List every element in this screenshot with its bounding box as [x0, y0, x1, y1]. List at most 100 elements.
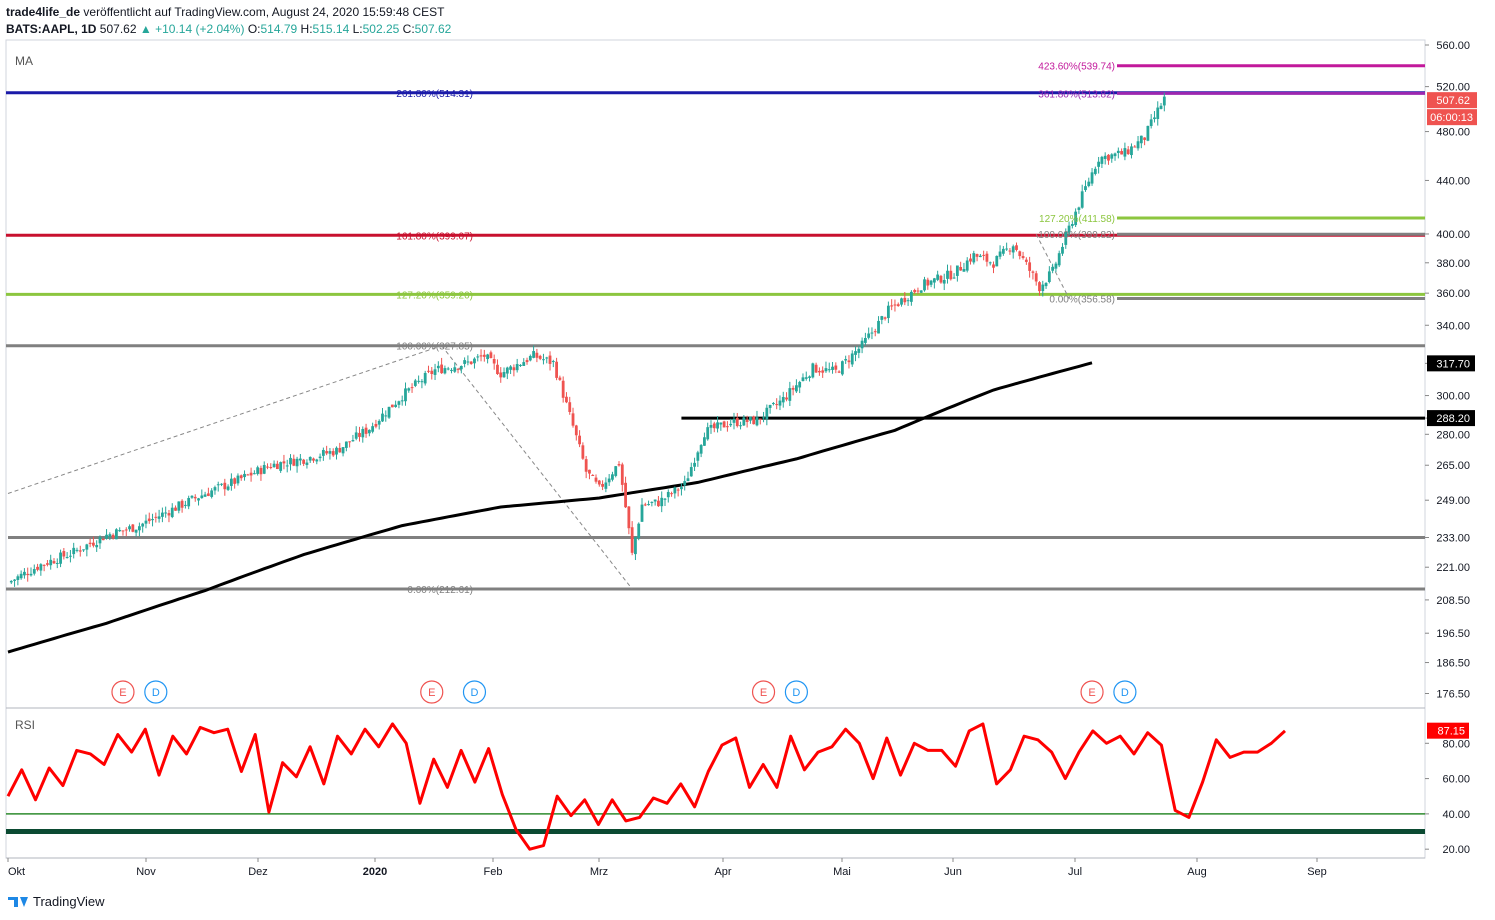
candle	[371, 422, 375, 434]
candle-body	[565, 396, 568, 403]
candle	[1139, 135, 1143, 149]
candle	[594, 474, 598, 484]
candle	[13, 579, 16, 587]
candle	[348, 441, 352, 448]
event-marker: D	[1113, 680, 1137, 704]
rsi-indicator-label[interactable]: RSI	[15, 718, 35, 732]
candle-body	[358, 432, 361, 437]
candle-body	[226, 486, 230, 490]
candle-body	[844, 359, 848, 361]
candle	[712, 421, 716, 433]
tradingview-logo[interactable]: TradingView	[8, 894, 105, 909]
candle-body	[581, 445, 585, 459]
candle-body	[52, 561, 56, 564]
candle-body	[1153, 117, 1156, 120]
candle	[1024, 257, 1028, 265]
candle	[108, 532, 112, 541]
time-tick-label: Apr	[714, 866, 731, 878]
candle	[203, 491, 207, 497]
candle	[381, 407, 384, 423]
candle	[995, 255, 999, 267]
candle	[538, 354, 542, 361]
candle-body	[482, 354, 486, 357]
price-tick-label: 280.00	[1436, 429, 1470, 441]
candle-body	[903, 297, 907, 303]
event-circle	[144, 680, 168, 704]
candle	[890, 299, 894, 311]
candle	[59, 549, 62, 568]
candle	[351, 434, 355, 442]
candle	[624, 476, 627, 509]
candle-body	[680, 487, 683, 490]
candle	[597, 479, 601, 487]
candle-body	[1038, 282, 1041, 292]
candle	[903, 292, 907, 306]
candle	[614, 465, 618, 478]
candle-body	[430, 370, 434, 375]
candle	[492, 354, 496, 370]
candle-body	[857, 348, 861, 353]
candle	[390, 404, 394, 408]
candle-body	[121, 530, 125, 532]
candle-body	[407, 388, 411, 391]
candle	[413, 378, 417, 388]
candle-body	[571, 413, 575, 426]
candle-body	[1008, 250, 1012, 252]
candle-body	[1087, 181, 1091, 187]
candle-body	[206, 493, 210, 496]
candle	[870, 327, 874, 340]
candle	[660, 491, 664, 513]
candle-body	[607, 478, 611, 483]
candle-body	[778, 400, 782, 406]
candle	[689, 462, 693, 477]
candle-body	[775, 404, 779, 406]
candle	[377, 419, 381, 430]
ma-indicator-label[interactable]: MA	[15, 54, 33, 68]
candle	[555, 357, 558, 381]
candle-body	[995, 255, 999, 267]
candle-body	[65, 557, 69, 559]
candle-body	[36, 566, 39, 570]
candle	[111, 533, 115, 540]
candle	[762, 411, 765, 423]
candle-body	[666, 491, 670, 498]
candle	[410, 383, 414, 393]
candle	[1051, 263, 1055, 274]
candle	[985, 251, 989, 267]
header-line-2: BATS:AAPL, 1D 507.62 ▲ +10.14 (+2.04%) O…	[6, 22, 451, 36]
candle	[193, 494, 197, 502]
candle	[82, 549, 85, 552]
candle-body	[726, 426, 729, 428]
candle	[1159, 102, 1163, 110]
candle-body	[476, 356, 480, 358]
candle-body	[1018, 251, 1022, 257]
candle	[147, 512, 151, 524]
candle	[328, 447, 332, 460]
symbol[interactable]: BATS:AAPL, 1D	[6, 22, 97, 36]
time-tick-label: Okt	[8, 866, 25, 878]
candle	[1126, 146, 1130, 155]
candle-body	[95, 544, 99, 548]
candle-body	[1054, 263, 1058, 269]
fib-level-label: 261.80%(514.31)	[396, 89, 473, 100]
candle-body	[719, 422, 723, 425]
candle-body	[318, 456, 322, 459]
candle	[88, 538, 92, 548]
candle-body	[614, 466, 618, 476]
candle-body	[640, 504, 644, 522]
candle-body	[259, 467, 263, 475]
time-axis: Okt Nov Dez 2020 Feb Mrz Apr Mai Jun Jul Aug Sep	[7, 858, 1327, 878]
candle-body	[433, 369, 437, 375]
candle	[978, 253, 982, 258]
candle-body	[597, 480, 601, 485]
candle-body	[591, 475, 595, 477]
candle-body	[831, 366, 834, 370]
rsi-last-label: 87.15	[1437, 726, 1465, 738]
candle-body	[141, 523, 145, 527]
time-tick-label: Mrz	[590, 866, 608, 878]
candle-body	[233, 478, 237, 484]
candle-body	[180, 500, 184, 508]
candle	[72, 542, 76, 559]
candle	[601, 480, 604, 491]
